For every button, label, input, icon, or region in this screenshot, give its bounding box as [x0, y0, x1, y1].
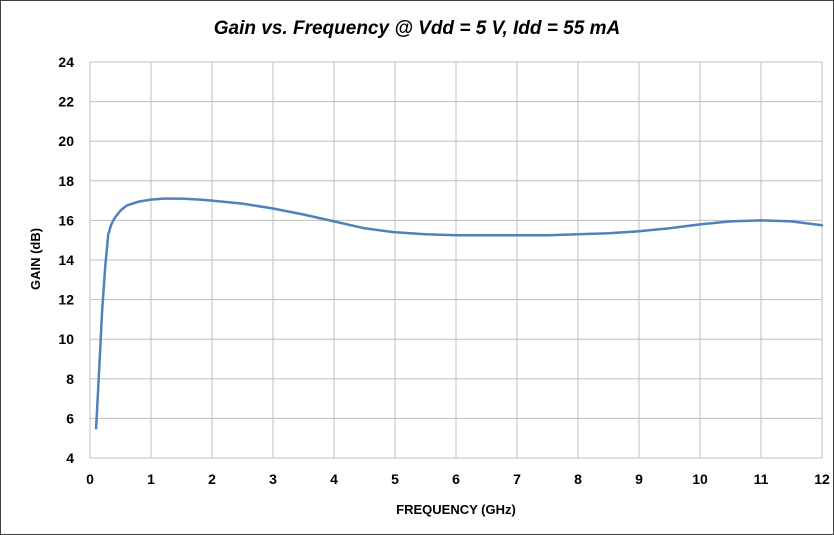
x-tick-label: 2: [208, 471, 216, 487]
y-tick-label: 14: [58, 252, 74, 268]
x-tick-label: 9: [635, 471, 643, 487]
x-tick-labels: 0 1 2 3 4 5 6 7 8 9 10 11 12: [86, 471, 830, 487]
y-tick-label: 8: [66, 371, 74, 387]
y-tick-label: 20: [58, 133, 74, 149]
x-axis-label: FREQUENCY (GHz): [396, 502, 516, 517]
x-tick-label: 6: [452, 471, 460, 487]
y-tick-label: 16: [58, 212, 74, 228]
chart-title: Gain vs. Frequency @ Vdd = 5 V, Idd = 55…: [213, 18, 621, 39]
y-tick-label: 4: [66, 450, 74, 466]
y-tick-label: 24: [58, 54, 74, 70]
y-tick-label: 18: [58, 173, 74, 189]
grid: [89, 61, 823, 459]
x-tick-label: 11: [754, 471, 769, 487]
y-tick-label: 6: [66, 410, 74, 426]
x-tick-label: 7: [513, 471, 521, 487]
x-tick-label: 0: [86, 471, 94, 487]
series-line-gain: [94, 197, 824, 430]
x-tick-label: 12: [814, 471, 830, 487]
x-tick-label: 1: [147, 471, 155, 487]
y-axis-label: GAIN (dB): [28, 228, 43, 290]
x-tick-label: 4: [330, 471, 338, 487]
y-tick-label: 10: [58, 331, 74, 347]
y-tick-label: 22: [58, 94, 74, 110]
y-tick-labels: 4 6 8 10 12 14 16 18 20 22 24: [58, 54, 74, 466]
y-tick-label: 12: [58, 292, 74, 308]
x-tick-label: 8: [574, 471, 582, 487]
series-layer: [94, 197, 824, 430]
x-tick-label: 10: [692, 471, 708, 487]
x-tick-label: 5: [391, 471, 399, 487]
x-tick-label: 3: [269, 471, 277, 487]
